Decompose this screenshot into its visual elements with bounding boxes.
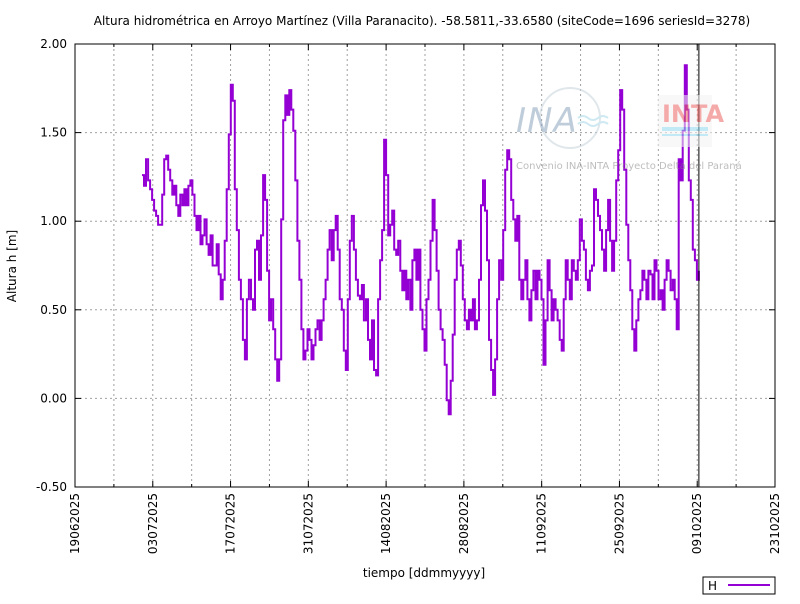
chart-title: Altura hidrométrica en Arroyo Martínez (… <box>94 14 751 28</box>
legend: H <box>702 576 776 595</box>
x-axis: 19062025 03072025 17072025 31072025 14082025… <box>68 44 782 554</box>
inta-stripe <box>662 127 708 131</box>
series-line-H <box>142 64 700 416</box>
ina-logo-circle <box>539 87 601 149</box>
x-tick-label: 23102025 <box>768 493 782 554</box>
inta-stripe <box>662 134 708 136</box>
x-tick-label: 25092025 <box>612 493 626 554</box>
y-tick-label: 0.50 <box>40 303 67 317</box>
x-tick-label: 14082025 <box>379 493 393 554</box>
y-axis-label: Altura h [m] <box>5 230 19 302</box>
y-tick-label: -0.50 <box>36 480 67 494</box>
legend-label: H <box>708 579 717 593</box>
series-layer <box>142 64 700 416</box>
ina-waves-icon <box>577 115 609 127</box>
y-tick-label: 0.00 <box>40 391 67 405</box>
watermark: INA INTA Convenio INA-INTA Proyecto Delt… <box>516 87 742 172</box>
y-axis: 2.00 1.50 1.00 0.50 0.00 -0.50 <box>36 37 775 494</box>
x-tick-label: 17072025 <box>224 493 238 554</box>
y-tick-label: 2.00 <box>40 37 67 51</box>
x-tick-label: 19062025 <box>68 493 82 554</box>
y-tick-label: 1.50 <box>40 126 67 140</box>
x-tick-label: 11092025 <box>535 493 549 554</box>
x-tick-label: 03072025 <box>146 493 160 554</box>
x-tick-label: 28082025 <box>457 493 471 554</box>
x-tick-label: 31072025 <box>301 493 315 554</box>
inta-logo-box <box>658 95 712 147</box>
inta-logo: INTA <box>662 100 725 128</box>
x-tick-label: 09102025 <box>690 493 704 554</box>
y-tick-label: 1.00 <box>40 214 67 228</box>
x-axis-label: tiempo [ddmmyyyy] <box>363 566 485 580</box>
ina-logo: INA <box>516 101 578 141</box>
watermark-caption: Convenio INA-INTA Proyecto Delta del Par… <box>516 160 742 172</box>
